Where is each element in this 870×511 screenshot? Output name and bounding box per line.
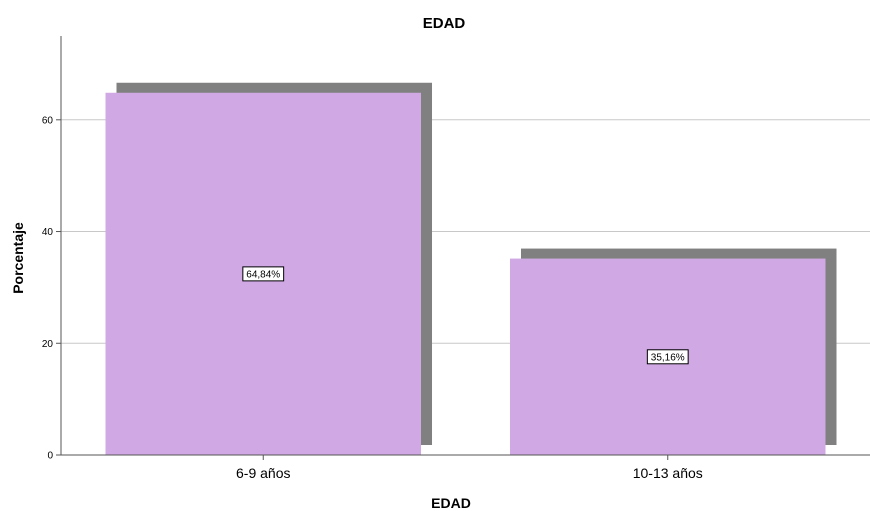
bars	[105, 92, 826, 456]
data-label-box	[242, 266, 285, 282]
data-label: 64,84%	[246, 269, 280, 280]
chart-title: EDAD	[423, 15, 466, 32]
y-tick-label: 20	[42, 339, 54, 350]
y-tick-label: 60	[42, 115, 54, 126]
y-tick-label: 0	[47, 451, 53, 462]
y-axis-ticks: 0 20 40 60	[42, 115, 61, 462]
data-label: 35,16%	[651, 352, 685, 363]
x-axis-ticks: 6-9 años 10-13 años	[236, 455, 703, 481]
x-axis-title: EDAD	[431, 495, 471, 511]
data-label-box	[646, 349, 689, 365]
x-tick-label: 10-13 años	[633, 465, 703, 481]
data-labels: 64,84% 35,16%	[242, 266, 689, 365]
y-tick-label: 40	[42, 227, 54, 238]
y-axis-title: Porcentaje	[10, 222, 26, 294]
x-tick-label: 6-9 años	[236, 465, 290, 481]
